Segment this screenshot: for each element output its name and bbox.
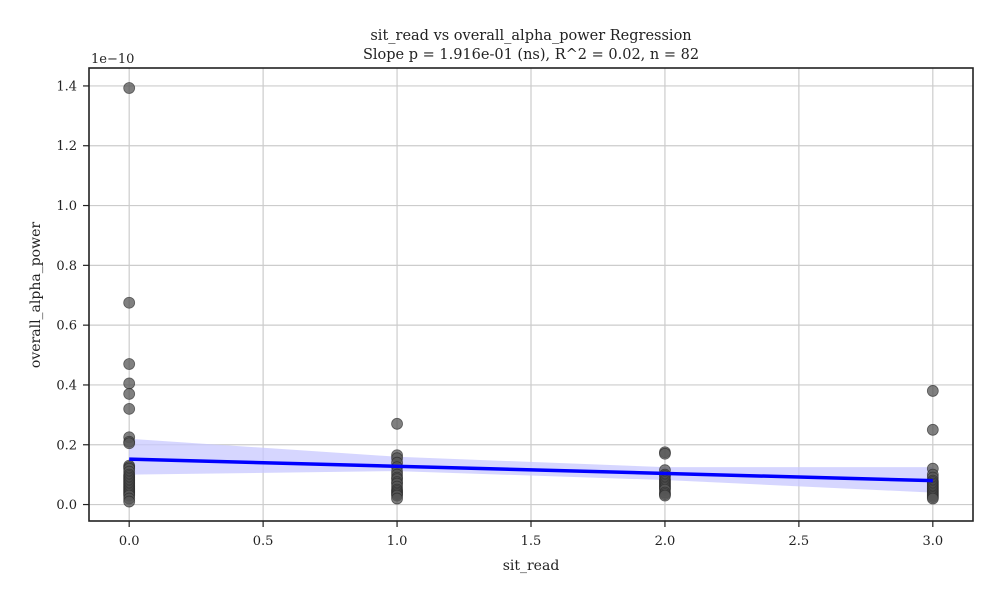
regression-line bbox=[129, 457, 933, 483]
data-point bbox=[123, 82, 136, 94]
data-point bbox=[123, 296, 136, 309]
x-tick-label: 3.0 bbox=[922, 534, 943, 549]
x-axis-label: sit_read bbox=[503, 558, 560, 574]
regression-line-layer bbox=[129, 457, 933, 483]
data-point bbox=[123, 437, 136, 450]
data-point bbox=[926, 385, 939, 397]
chart-subtitle: Slope p = 1.916e-01 (ns), R^2 = 0.02, n … bbox=[363, 47, 699, 63]
y-tick-label: 1.2 bbox=[56, 139, 77, 154]
y-tick-label: 0.2 bbox=[56, 438, 77, 453]
confidence-band bbox=[129, 438, 933, 493]
data-point bbox=[123, 377, 136, 390]
data-point bbox=[926, 423, 939, 436]
y-axis-label: overall_alpha_power bbox=[28, 222, 44, 368]
y-tick-label: 0.6 bbox=[56, 319, 77, 334]
data-point bbox=[123, 388, 136, 400]
y-tick-label: 0.0 bbox=[56, 498, 77, 513]
y-tick-label: 1.0 bbox=[56, 199, 77, 214]
data-point bbox=[123, 358, 136, 370]
grid-layer bbox=[89, 68, 973, 521]
confidence-band-layer bbox=[129, 438, 933, 493]
data-point bbox=[659, 447, 671, 460]
chart-title: sit_read vs overall_alpha_power Regressi… bbox=[370, 28, 691, 44]
data-point bbox=[926, 492, 939, 505]
x-tick-label: 0.0 bbox=[119, 534, 140, 549]
data-point bbox=[123, 495, 136, 508]
x-tick-label: 1.0 bbox=[387, 534, 408, 549]
x-tick-label: 0.5 bbox=[253, 534, 274, 549]
x-tick-label: 2.0 bbox=[655, 534, 676, 549]
data-point bbox=[659, 489, 671, 502]
x-tick-label: 2.5 bbox=[789, 534, 810, 549]
data-point bbox=[391, 492, 403, 505]
data-point bbox=[391, 417, 403, 430]
y-tick-label: 1.4 bbox=[56, 79, 77, 94]
data-point bbox=[123, 402, 136, 415]
y-tick-label: 0.4 bbox=[56, 378, 77, 393]
points-layer bbox=[123, 82, 939, 508]
y-offset-label: 1e−10 bbox=[91, 52, 134, 67]
y-tick-label: 0.8 bbox=[56, 259, 77, 274]
x-tick-label: 1.5 bbox=[521, 534, 542, 549]
ticks-layer: 0.0 0.5 1.0 1.5 2.0 2.5 3.0 0.0 0.2 0.4 0.6 0.8 1.0 1… bbox=[56, 79, 943, 549]
